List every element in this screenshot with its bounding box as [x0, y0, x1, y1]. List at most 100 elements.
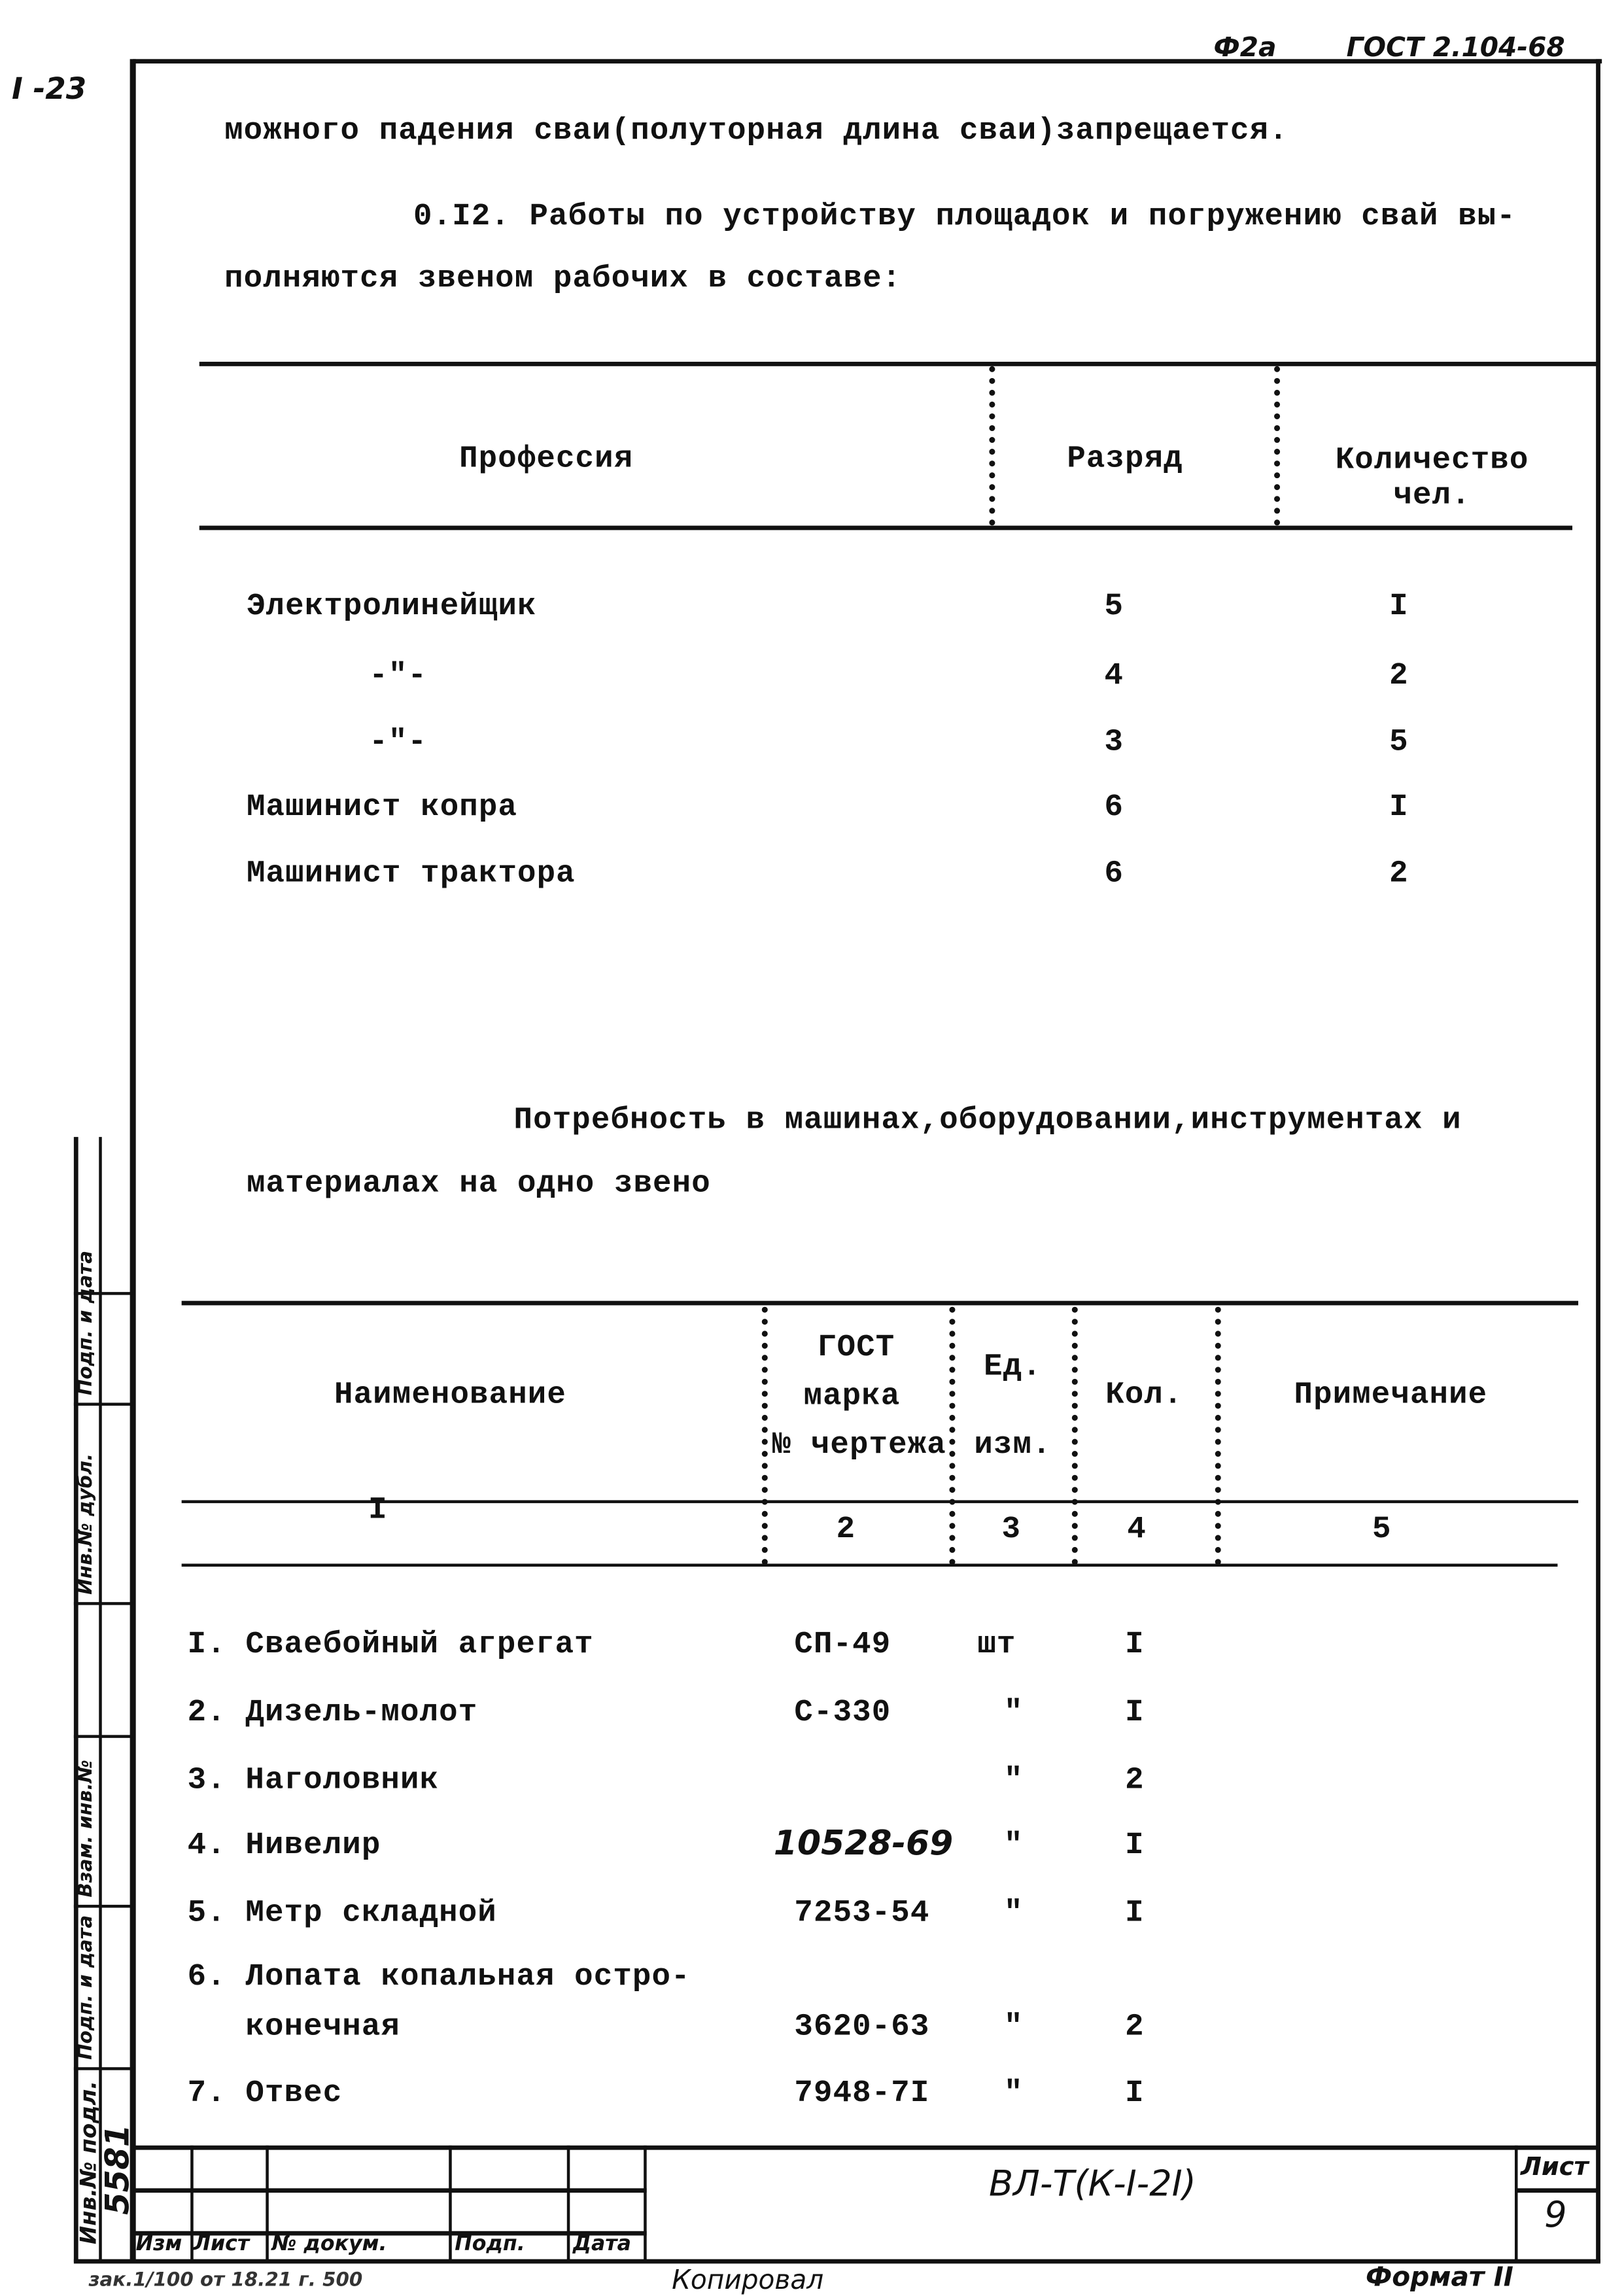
col-label: Изм	[135, 2233, 182, 2257]
crew-count: I	[1389, 791, 1409, 826]
print-info: зак.1/100 от 18.21 г. 500	[88, 2269, 363, 2292]
body-line-2: 0.I2. Работы по устройству площадок и по…	[413, 200, 1516, 235]
title-col	[644, 2145, 647, 2261]
equipment-title-2: материалах на одно звено	[246, 1168, 711, 1202]
item-gost: 7948-7I	[794, 2078, 930, 2112]
item-gost: 10528-69	[773, 1825, 954, 1864]
crew-count: 2	[1389, 858, 1409, 892]
sheet-label: Лист	[1521, 2153, 1589, 2183]
crew-profession: Машинист копра	[246, 791, 518, 826]
table-rule	[181, 1500, 1579, 1503]
item-gost: 3620-63	[794, 2011, 930, 2045]
crew-grade: 6	[1104, 858, 1124, 892]
item-qty: I	[1125, 1897, 1145, 1932]
item-qty: 2	[1125, 2011, 1145, 2045]
crew-profession: Электролинейщик	[246, 590, 537, 625]
table-rule	[199, 525, 1573, 531]
equipment-title-1: Потребность в машинах,оборудовании,инстр…	[513, 1104, 1462, 1139]
body-line-1: можного падения сваи(полуторная длина св…	[224, 115, 1288, 149]
stamp-rule	[73, 2067, 133, 2070]
item-name: 2. Дизель-молот	[187, 1696, 478, 1731]
header-grade: Разряд	[1067, 443, 1183, 478]
item-unit: "	[1003, 1897, 1024, 1932]
title-rule	[133, 2231, 647, 2236]
crew-profession: -"-	[369, 726, 428, 761]
col-label: Лист	[193, 2233, 250, 2257]
title-col	[566, 2145, 570, 2261]
column-number: 5	[1372, 1513, 1392, 1548]
item-gost: С-330	[794, 1696, 891, 1731]
standard-mark: ГОСТ 2.104-68	[1346, 32, 1565, 64]
stamp-label: Подп. и дата	[75, 1915, 97, 2060]
header-unit: Ед.	[984, 1351, 1042, 1385]
item-unit: "	[1003, 1764, 1024, 1799]
stamp-label: Взам. инв.№	[75, 1760, 97, 1898]
column-separator	[761, 1306, 768, 1565]
body-line-3: полняются звеном рабочих в составе:	[224, 262, 902, 297]
stamp-rule	[73, 1602, 133, 1605]
stamp-label: Инв.№ подл.	[75, 2080, 102, 2245]
column-number: 4	[1127, 1513, 1147, 1548]
title-rule	[133, 2145, 1599, 2150]
item-unit: шт	[977, 1628, 1016, 1663]
copied-label: Копировал	[672, 2265, 824, 2296]
col-label: Дата	[572, 2233, 631, 2257]
crew-grade: 5	[1104, 590, 1124, 625]
column-number: 2	[836, 1513, 856, 1548]
item-unit: "	[1003, 1696, 1024, 1731]
inventory-number: 5581	[100, 2124, 137, 2215]
col-label: № докум.	[271, 2233, 387, 2257]
crew-profession: Машинист трактора	[246, 858, 576, 892]
stamp-border	[99, 1137, 102, 2263]
column-separator	[949, 1306, 956, 1565]
title-col	[1514, 2145, 1518, 2261]
crew-grade: 6	[1104, 791, 1124, 826]
sheet-number: 9	[1544, 2194, 1567, 2236]
title-rule	[133, 2188, 647, 2193]
stamp-label: Инв.№ дубл.	[75, 1453, 97, 1595]
item-unit: "	[1003, 2011, 1024, 2045]
col-label: Подп.	[455, 2233, 525, 2257]
item-name: конечная	[187, 2011, 401, 2045]
title-col	[190, 2145, 194, 2261]
stamp-rule	[73, 1292, 133, 1295]
title-col	[449, 2145, 452, 2261]
stamp-rule	[73, 1735, 133, 1738]
column-number: I	[368, 1494, 388, 1529]
table-rule	[181, 1300, 1579, 1306]
crew-count: 2	[1389, 660, 1409, 694]
header-count: Количество	[1335, 444, 1529, 479]
item-name: 6. Лопата копальная остро-	[187, 1960, 691, 1995]
column-separator	[1215, 1306, 1221, 1565]
stamp-rule	[73, 1402, 133, 1406]
frame-bottom	[73, 2259, 1600, 2264]
crew-count: 5	[1389, 726, 1409, 761]
crew-grade: 4	[1104, 660, 1124, 694]
item-qty: I	[1125, 1628, 1145, 1663]
page-ref: I -23	[12, 71, 87, 107]
crew-count: I	[1389, 590, 1409, 625]
column-separator	[1274, 366, 1281, 526]
item-qty: I	[1125, 2078, 1145, 2112]
column-separator	[989, 366, 995, 526]
header-unit-2: изм.	[974, 1429, 1052, 1463]
item-name: 5. Метр складной	[187, 1897, 497, 1932]
item-name: 7. Отвес	[187, 2078, 343, 2112]
table-rule	[199, 362, 1599, 366]
frame-left	[130, 59, 136, 2263]
column-separator	[1071, 1306, 1078, 1565]
crew-grade: 3	[1104, 726, 1124, 761]
item-name: 3. Наголовник	[187, 1764, 440, 1799]
stamp-border	[73, 1137, 78, 2263]
item-gost: 7253-54	[794, 1897, 930, 1932]
item-qty: I	[1125, 1696, 1145, 1731]
item-gost: СП-49	[794, 1628, 891, 1663]
item-qty: 2	[1125, 1764, 1145, 1799]
item-qty: I	[1125, 1829, 1145, 1864]
format-mark: Ф2а	[1213, 32, 1277, 64]
header-count-unit: чел.	[1393, 479, 1471, 514]
header-drawing: № чертежа	[772, 1429, 946, 1463]
header-gost: ГОСТ	[818, 1332, 895, 1366]
item-unit: "	[1003, 1829, 1024, 1864]
